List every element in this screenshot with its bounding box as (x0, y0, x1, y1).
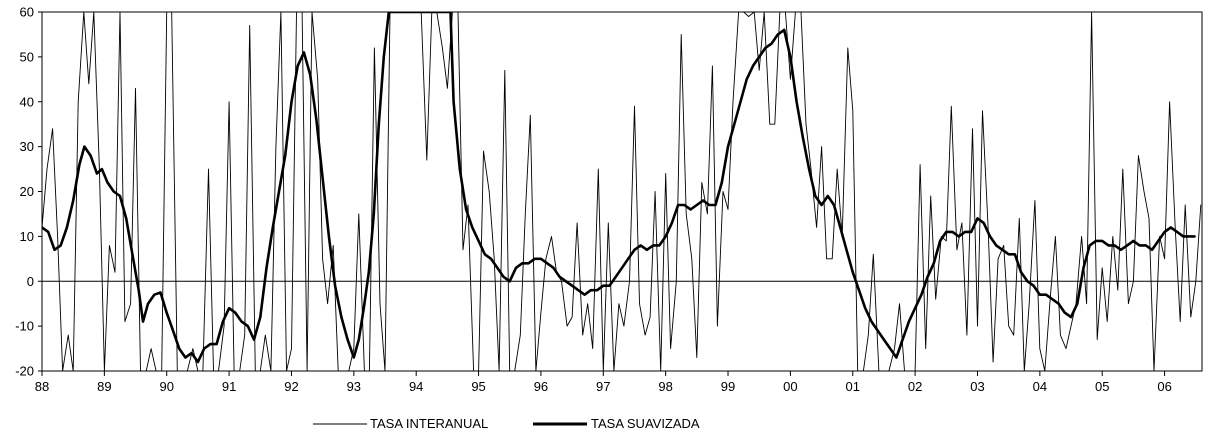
x-tick-label: 03 (970, 379, 984, 394)
legend-label-tasa-suavizada: TASA SUAVIZADA (591, 416, 700, 431)
y-tick-label: 10 (20, 229, 34, 244)
x-tick-label: 06 (1157, 379, 1171, 394)
y-tick-label: -10 (15, 319, 34, 334)
x-tick-label: 88 (35, 379, 49, 394)
x-tick-label: 91 (222, 379, 236, 394)
y-tick-label: 60 (20, 5, 34, 20)
x-axis: 88 89 90 91 92 93 94 95 96 97 98 99 00 01 02 03 04 05 06 (35, 371, 1172, 394)
series-line-tasa-suavizada (42, 12, 1196, 364)
legend: TASA INTERANUAL TASA SUAVIZADA (313, 416, 700, 431)
x-tick-label: 90 (159, 379, 173, 394)
x-tick-label: 93 (347, 379, 361, 394)
x-tick-label: 89 (97, 379, 111, 394)
x-tick-label: 05 (1095, 379, 1109, 394)
y-tick-label: 50 (20, 49, 34, 64)
y-tick-label: 0 (27, 274, 34, 289)
x-tick-label: 97 (596, 379, 610, 394)
x-tick-label: 99 (721, 379, 735, 394)
series-layer (42, 12, 1202, 371)
x-tick-label: 04 (1033, 379, 1047, 394)
x-tick-label: 95 (471, 379, 485, 394)
y-axis: -20 -10 0 10 20 30 40 50 60 (15, 5, 42, 379)
x-tick-label: 94 (409, 379, 423, 394)
x-tick-label: 96 (534, 379, 548, 394)
x-tick-label: 00 (783, 379, 797, 394)
y-tick-label: 40 (20, 94, 34, 109)
x-tick-label: 02 (908, 379, 922, 394)
y-tick-label: 30 (20, 139, 34, 154)
y-tick-label: -20 (15, 364, 34, 379)
x-tick-label: 01 (846, 379, 860, 394)
x-tick-label: 98 (658, 379, 672, 394)
series-line-tasa-interanual (42, 12, 1202, 371)
x-tick-label: 92 (284, 379, 298, 394)
legend-label-tasa-interanual: TASA INTERANUAL (370, 416, 488, 431)
y-tick-label: 20 (20, 184, 34, 199)
